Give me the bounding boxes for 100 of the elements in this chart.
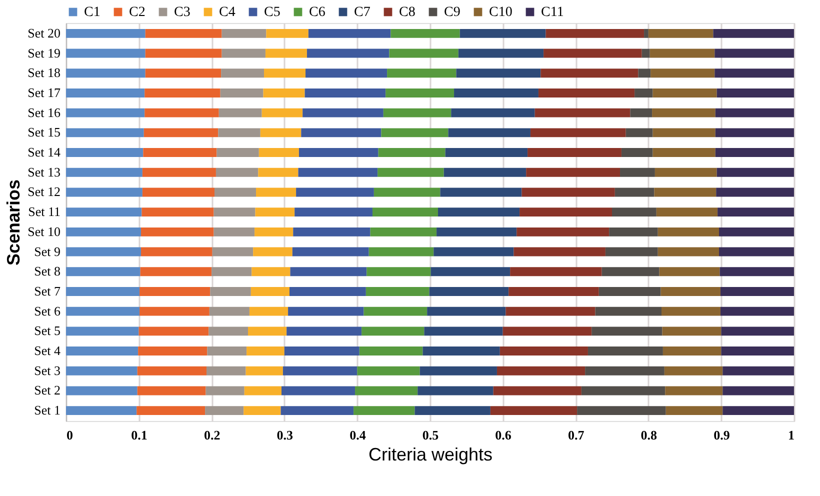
bar	[258, 168, 298, 177]
bar	[577, 406, 666, 416]
bar	[720, 267, 794, 276]
bar	[602, 267, 660, 276]
y-tick-label: Set 5	[34, 323, 60, 338]
bar	[284, 346, 360, 356]
bar	[302, 108, 384, 118]
legend-label: C3	[174, 5, 190, 20]
bar	[143, 148, 217, 157]
bar	[383, 108, 452, 118]
y-tick-label: Set 2	[34, 382, 60, 398]
bar	[289, 287, 366, 296]
bar	[652, 108, 716, 118]
bar	[216, 168, 258, 177]
y-tick-label: Set 10	[28, 224, 60, 239]
bar	[716, 168, 794, 177]
bar	[66, 88, 145, 98]
bar	[364, 306, 428, 316]
bar	[585, 366, 664, 376]
bar	[138, 346, 208, 356]
bar	[448, 128, 530, 138]
bar	[66, 108, 145, 118]
x-tick-label: 0.8	[640, 428, 658, 442]
y-tick-label: Set 15	[28, 124, 60, 140]
y-tick-label: Set 18	[28, 65, 60, 80]
bar	[438, 208, 520, 217]
bar	[722, 366, 794, 376]
bar	[662, 346, 722, 356]
bar	[296, 188, 374, 197]
bar	[255, 208, 295, 217]
bar	[66, 128, 144, 138]
bar	[306, 48, 390, 58]
bar	[544, 48, 642, 58]
bar	[264, 68, 306, 78]
bar	[66, 48, 146, 58]
bar	[528, 148, 622, 157]
bar	[534, 108, 630, 118]
bar	[260, 128, 302, 138]
bar	[490, 406, 578, 416]
bar	[526, 168, 620, 177]
bar	[66, 406, 137, 416]
bar	[720, 306, 794, 316]
bar	[716, 88, 794, 98]
bar	[648, 28, 714, 38]
bar	[612, 208, 656, 217]
bar	[222, 28, 266, 38]
legend-label: C6	[309, 5, 326, 20]
bar	[381, 128, 448, 138]
y-tick-label: Set 3	[34, 362, 60, 378]
legend-label: C8	[399, 5, 416, 20]
bar	[142, 168, 216, 177]
bar	[294, 208, 372, 217]
bar	[66, 188, 142, 197]
bar	[66, 68, 146, 78]
bar	[719, 247, 794, 256]
bar	[249, 306, 288, 316]
x-tick-label: 0.4	[350, 428, 366, 442]
bar	[658, 227, 720, 236]
y-tick-label: Set 20	[28, 25, 60, 40]
bar	[652, 88, 717, 98]
bar	[386, 88, 454, 98]
bar	[427, 306, 506, 316]
bar	[654, 188, 716, 197]
legend-label: C11	[541, 5, 564, 20]
bar	[538, 88, 635, 98]
bar	[605, 247, 658, 256]
bar	[218, 108, 262, 118]
bar	[140, 267, 212, 276]
bar	[634, 88, 653, 98]
bar	[429, 287, 509, 296]
bar	[136, 406, 206, 416]
bar	[144, 88, 220, 98]
x-tick-label: 0	[66, 428, 73, 442]
bar	[368, 247, 434, 256]
bar	[630, 108, 652, 118]
bar	[493, 386, 582, 396]
bar	[66, 227, 141, 236]
bar	[290, 267, 367, 276]
bar	[262, 108, 303, 118]
bar	[220, 88, 264, 98]
bar	[250, 287, 290, 296]
x-tick-label: 0.2	[204, 428, 220, 442]
bar	[66, 267, 140, 276]
bar	[144, 128, 218, 138]
y-tick-label: Set 16	[28, 104, 61, 120]
bar	[508, 287, 599, 296]
bar	[244, 386, 282, 396]
bar	[137, 366, 207, 376]
bar	[650, 68, 715, 78]
bar	[66, 168, 142, 177]
y-tick-label: Set 19	[28, 45, 60, 60]
y-tick-label: Set 9	[34, 244, 60, 259]
bar	[370, 227, 437, 236]
bar	[540, 68, 638, 78]
bar	[210, 287, 251, 296]
bar	[390, 28, 460, 38]
bar	[362, 326, 424, 336]
bar	[253, 247, 292, 256]
bar	[522, 188, 615, 197]
bar	[642, 48, 650, 58]
